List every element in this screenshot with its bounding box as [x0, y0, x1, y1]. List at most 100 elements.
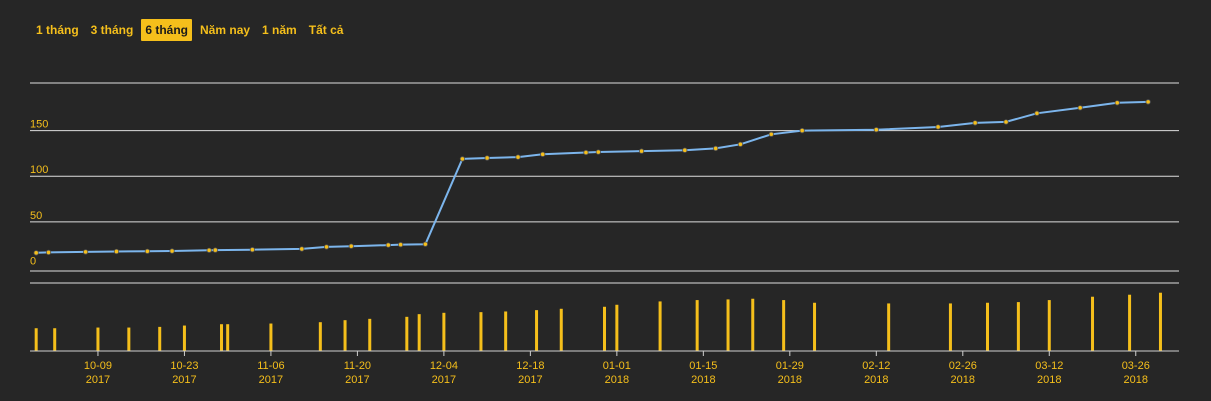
data-point[interactable] — [113, 248, 120, 255]
x-tick-day-label: 10-09 — [84, 360, 112, 372]
data-point[interactable] — [249, 247, 255, 253]
data-point[interactable] — [1145, 99, 1151, 105]
data-point[interactable] — [682, 147, 688, 153]
volume-bar — [1158, 292, 1162, 351]
volume-bar — [417, 314, 421, 351]
data-point[interactable] — [45, 249, 52, 255]
data-point[interactable] — [1003, 119, 1009, 125]
y-tick-label: 100 — [30, 164, 48, 176]
data-point[interactable] — [515, 154, 521, 160]
x-tick-day-label: 11-20 — [344, 360, 371, 372]
x-tick-day-label: 03-12 — [1035, 360, 1063, 372]
x-tick-year-label: 2018 — [605, 374, 629, 386]
data-point[interactable] — [484, 155, 490, 161]
volume-bar — [53, 328, 57, 351]
range-button-5[interactable]: Tất cả — [305, 19, 348, 41]
volume-bar — [368, 318, 372, 351]
x-tick-year-label: 2018 — [691, 374, 715, 386]
volume-bar — [948, 303, 952, 351]
range-selector: 1 tháng 3 tháng 6 tháng Năm nay 1 năm Tất cả — [32, 18, 347, 42]
data-point[interactable] — [33, 250, 39, 256]
data-point[interactable] — [972, 120, 978, 126]
volume-bar — [96, 327, 100, 351]
volume-bar — [405, 316, 409, 351]
data-point[interactable] — [299, 246, 305, 252]
data-point[interactable] — [459, 156, 466, 162]
x-tick-year-label: 2017 — [345, 374, 369, 386]
range-button-4[interactable]: 1 năm — [258, 19, 301, 41]
data-point[interactable] — [323, 244, 330, 250]
x-tick-year-label: 2017 — [518, 374, 542, 386]
volume-bar — [158, 326, 162, 351]
data-point[interactable] — [1034, 110, 1040, 116]
data-point[interactable] — [768, 131, 774, 137]
data-point[interactable] — [82, 249, 89, 255]
volume-bar — [1047, 300, 1051, 351]
volume-bar — [226, 324, 230, 351]
data-point[interactable] — [348, 243, 354, 249]
volume-bar — [504, 311, 508, 351]
x-tick-year-label: 2017 — [259, 374, 283, 386]
x-tick-day-label: 10-23 — [170, 360, 198, 372]
x-tick-day-label: 12-18 — [516, 360, 544, 372]
data-point[interactable] — [212, 247, 218, 253]
volume-bar — [695, 300, 699, 351]
price-line — [36, 100, 1149, 254]
data-point[interactable] — [385, 242, 391, 248]
y-tick-label: 0 — [30, 255, 36, 267]
data-point[interactable] — [873, 127, 879, 133]
volume-bar — [603, 306, 606, 351]
data-point[interactable] — [799, 128, 805, 134]
x-axis: 10-09 2017 10-23 2017 11-06 2017 11-20 2017 12-0… — [84, 351, 1150, 386]
price-line-series — [33, 99, 1151, 256]
data-point[interactable] — [144, 248, 150, 254]
volume-bar — [887, 303, 891, 351]
x-tick-year-label: 2018 — [1037, 374, 1061, 386]
x-tick-year-label: 2018 — [864, 374, 888, 386]
range-button-0[interactable]: 1 tháng — [32, 19, 83, 41]
volume-bar — [726, 299, 730, 351]
data-point[interactable] — [422, 241, 428, 247]
data-point[interactable] — [583, 149, 589, 156]
data-point[interactable] — [398, 242, 404, 248]
data-point[interactable] — [206, 247, 212, 253]
volume-bar — [1128, 294, 1132, 351]
range-button-1[interactable]: 3 tháng — [87, 19, 138, 41]
x-tick-day-label: 01-01 — [603, 360, 631, 372]
data-point[interactable] — [713, 145, 719, 151]
volume-bar — [34, 328, 38, 351]
volume-bar — [182, 325, 186, 351]
volume-bar — [269, 323, 273, 351]
volume-bar — [615, 304, 619, 351]
data-point[interactable] — [935, 124, 941, 130]
volume-bar — [559, 308, 563, 351]
range-button-3[interactable]: Năm nay — [196, 19, 254, 41]
y-tick-label: 50 — [30, 210, 42, 222]
volume-bar — [751, 298, 755, 351]
data-point[interactable] — [540, 151, 546, 157]
data-point[interactable] — [1077, 105, 1083, 111]
data-point[interactable] — [1114, 100, 1120, 106]
volume-bar — [442, 312, 446, 351]
data-point[interactable] — [737, 141, 744, 147]
x-tick-day-label: 02-26 — [949, 360, 977, 372]
data-point[interactable] — [638, 148, 645, 154]
volume-bar — [658, 301, 662, 351]
data-point[interactable] — [595, 149, 601, 155]
volume-bar — [479, 312, 483, 351]
x-tick-day-label: 11-06 — [257, 360, 284, 372]
data-point[interactable] — [169, 248, 175, 254]
x-tick-year-label: 2017 — [172, 374, 196, 386]
y-axis-tick-labels: 0 50 100 150 — [30, 119, 48, 268]
x-tick-year-label: 2017 — [432, 374, 456, 386]
x-tick-year-label: 2018 — [1124, 374, 1148, 386]
volume-bars — [30, 292, 1179, 352]
volume-bar — [986, 302, 989, 351]
x-tick-day-label: 01-15 — [689, 360, 717, 372]
volume-bar — [127, 327, 131, 351]
x-tick-year-label: 2018 — [951, 374, 975, 386]
x-tick-day-label: 03-26 — [1122, 360, 1150, 372]
range-button-2[interactable]: 6 tháng — [141, 19, 193, 41]
volume-bar — [535, 310, 539, 351]
